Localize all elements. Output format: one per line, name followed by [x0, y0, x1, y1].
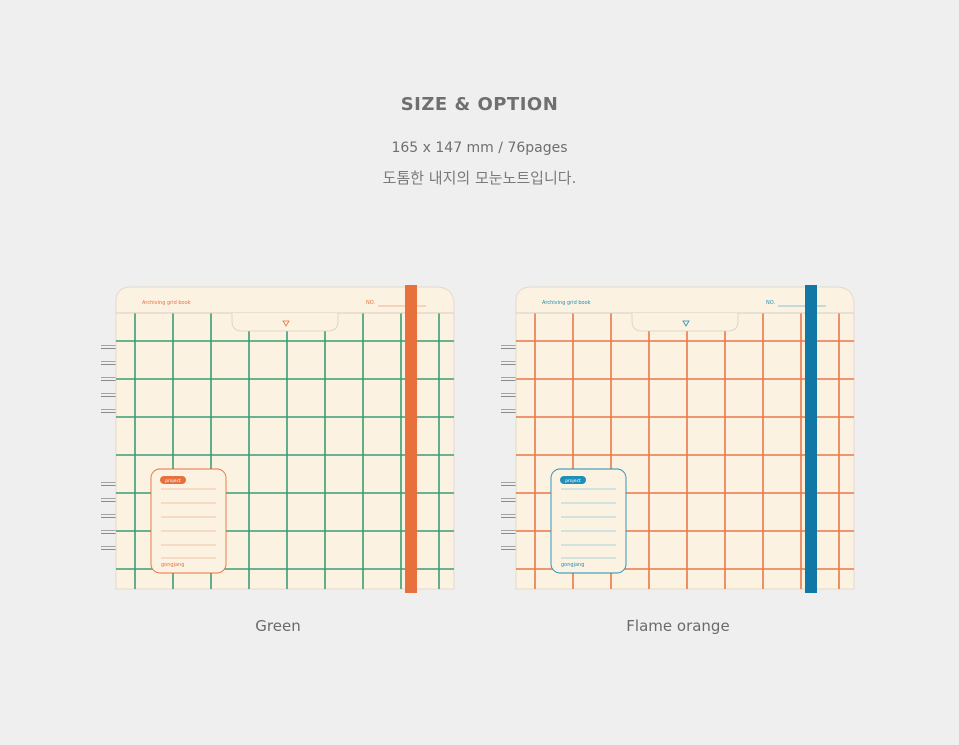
product-description: 도톰한 내지의 모눈노트입니다. — [382, 169, 577, 187]
card-brand: gongjang — [561, 562, 584, 568]
size-spec: 165 x 147 mm / 76pages — [391, 140, 568, 156]
project-tag-label: project — [165, 478, 181, 484]
index-card: project gongjang — [550, 468, 627, 574]
option-label-flame-orange: Flame orange — [626, 617, 730, 635]
number-label: NO. — [766, 300, 775, 306]
elastic-band — [805, 285, 817, 593]
notebook-green-drawing: Archiving grid book NO. project gongjang — [101, 285, 455, 593]
project-tag — [560, 476, 586, 484]
card-brand: gongjang — [161, 562, 184, 568]
cover-title: Archiving grid book — [142, 300, 191, 306]
top-tab-cutout — [631, 313, 739, 332]
triangle-marker-icon — [682, 320, 690, 327]
number-label: NO. — [366, 300, 375, 306]
project-tag-label: project — [565, 478, 581, 484]
index-card: project gongjang — [150, 468, 227, 574]
option-label-green: Green — [255, 617, 301, 635]
top-tab-cutout — [231, 313, 339, 332]
notebook-flame-orange-drawing: Archiving grid book NO. project gongjang — [501, 285, 855, 593]
section-title: SIZE & OPTION — [400, 94, 559, 115]
cover-title: Archiving grid book — [542, 300, 591, 306]
triangle-marker-icon — [282, 320, 290, 327]
elastic-band — [405, 285, 417, 593]
notebook-flame-orange-image[interactable]: Archiving grid book NO. project gongjang — [498, 283, 858, 595]
notebook-green-image[interactable]: Archiving grid book NO. project gongjang — [98, 283, 458, 595]
project-tag — [160, 476, 186, 484]
